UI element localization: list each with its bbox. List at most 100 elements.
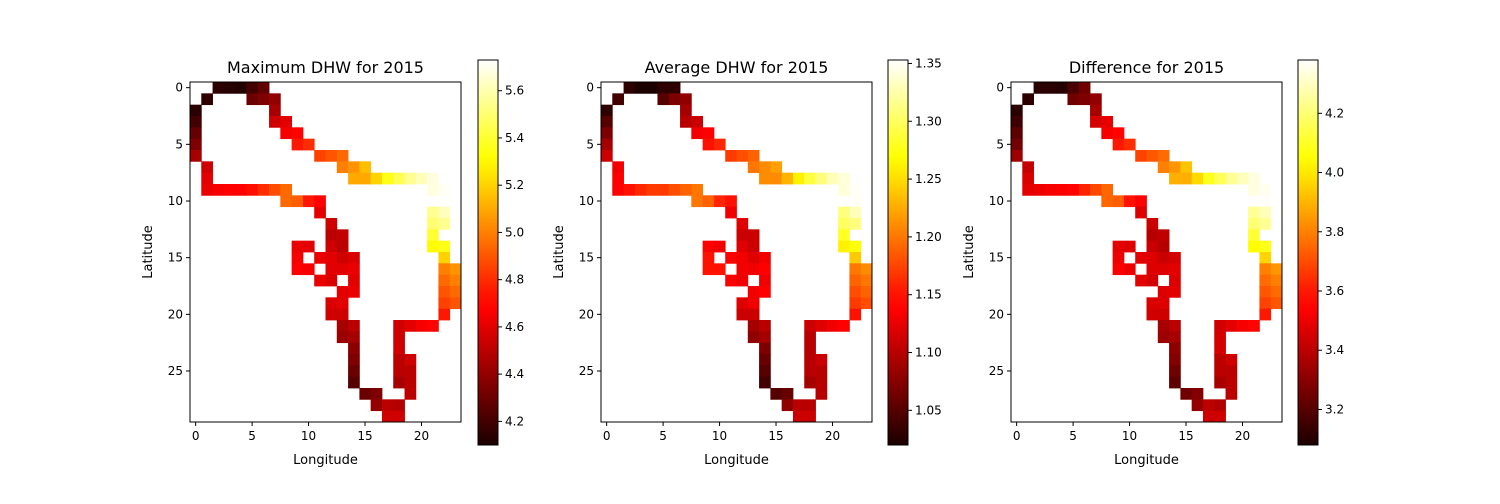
heatmap-cell bbox=[736, 240, 749, 253]
heatmap-cell bbox=[680, 93, 692, 106]
heatmap-cell bbox=[815, 354, 828, 366]
y-tick-label: 20 bbox=[989, 307, 1004, 321]
heatmap-cell bbox=[770, 388, 783, 400]
heatmap-cell bbox=[404, 172, 417, 185]
heatmap-cell bbox=[1022, 172, 1034, 185]
heatmap-cell bbox=[449, 297, 462, 310]
heatmap-cell bbox=[291, 240, 304, 253]
heatmap-cell bbox=[348, 376, 360, 389]
heatmap-cell bbox=[1101, 184, 1114, 196]
heatmap-cell bbox=[646, 82, 658, 94]
heatmap-cell bbox=[1146, 240, 1159, 253]
colorbar-tick-label: 5.4 bbox=[505, 131, 524, 145]
heatmap-cell bbox=[438, 252, 451, 264]
heatmap-cell bbox=[427, 320, 439, 332]
heatmap-cell bbox=[438, 286, 451, 298]
x-tick-label: 5 bbox=[248, 429, 256, 443]
y-tick-label: 5 bbox=[175, 137, 183, 151]
y-axis-label: Latitude bbox=[552, 225, 567, 279]
heatmap-cell bbox=[1248, 172, 1260, 185]
heatmap-cell bbox=[190, 127, 202, 140]
heatmap-cell bbox=[736, 229, 749, 242]
heatmap-cell bbox=[1157, 263, 1170, 276]
y-tick-label: 25 bbox=[989, 364, 1004, 378]
heatmap-cell bbox=[348, 354, 360, 366]
heatmap-cell bbox=[713, 138, 726, 151]
chart-title: Difference for 2015 bbox=[1069, 58, 1224, 77]
heatmap-cell bbox=[804, 320, 816, 332]
heatmap-cell bbox=[449, 286, 462, 298]
heatmap-cell bbox=[612, 161, 624, 174]
y-tick-label: 20 bbox=[579, 307, 594, 321]
heatmap-cell bbox=[415, 172, 428, 185]
colorbar-tick-label: 3.8 bbox=[1325, 225, 1344, 239]
heatmap-cell bbox=[1214, 399, 1226, 412]
heatmap-cell bbox=[359, 388, 372, 400]
heatmap-cell bbox=[826, 172, 839, 185]
heatmap-cell bbox=[336, 252, 349, 264]
heatmap-cell bbox=[438, 308, 451, 321]
heatmap-cell bbox=[759, 320, 771, 332]
heatmap-cell bbox=[826, 320, 839, 332]
y-tick-label: 10 bbox=[989, 194, 1004, 208]
heatmap-cell bbox=[838, 206, 850, 219]
heatmap-cell bbox=[747, 240, 760, 253]
colorbar-tick-label: 5.6 bbox=[505, 84, 524, 98]
heatmap-cell bbox=[849, 240, 862, 253]
heatmap-cell bbox=[804, 354, 816, 366]
heatmap-cell bbox=[1225, 320, 1238, 332]
x-tick-label: 10 bbox=[712, 429, 727, 443]
heatmap-cell bbox=[1146, 274, 1159, 287]
colorbar-tick-label: 1.20 bbox=[915, 230, 942, 244]
heatmap-cell bbox=[747, 320, 760, 332]
heatmap-cell bbox=[680, 184, 692, 196]
heatmap-cell bbox=[838, 172, 850, 185]
heatmap-cell bbox=[393, 399, 405, 412]
heatmap-cell bbox=[325, 229, 338, 242]
heatmap-cell bbox=[1169, 263, 1181, 276]
heatmap-cells bbox=[1011, 82, 1283, 423]
heatmap-cell bbox=[359, 161, 372, 174]
heatmap-cell bbox=[404, 354, 417, 366]
heatmap-cell bbox=[1022, 161, 1034, 174]
heatmap-cell bbox=[1214, 172, 1226, 185]
heatmap-cell bbox=[280, 184, 293, 196]
heatmap-cell bbox=[1112, 195, 1125, 208]
heatmap-cell bbox=[223, 82, 236, 94]
heatmap-cell bbox=[1236, 172, 1249, 185]
colorbar-tick-label: 5.0 bbox=[505, 225, 524, 239]
heatmap-cell bbox=[725, 150, 737, 162]
y-axis-label: Latitude bbox=[141, 225, 156, 279]
heatmap-cell bbox=[601, 104, 613, 117]
heatmap-cell bbox=[736, 252, 749, 264]
y-tick-label: 20 bbox=[168, 307, 183, 321]
colorbar-tick-label: 4.2 bbox=[1325, 106, 1344, 120]
heatmap-cell bbox=[815, 376, 828, 389]
heatmap-cell bbox=[1011, 127, 1023, 140]
heatmap-cell bbox=[1112, 127, 1125, 140]
heatmap-cell bbox=[370, 399, 383, 412]
heatmap-cell bbox=[438, 274, 451, 287]
heatmap-cell bbox=[1135, 252, 1147, 264]
heatmap-cell bbox=[1270, 274, 1283, 287]
heatmap-cell bbox=[223, 184, 236, 196]
heatmap-cell bbox=[770, 172, 783, 185]
heatmap-cell bbox=[404, 320, 417, 332]
x-tick-label: 20 bbox=[825, 429, 840, 443]
heatmap-cell bbox=[601, 150, 613, 162]
heatmap-cell bbox=[1022, 93, 1034, 106]
heatmap-panel-1: Maximum DHW for 2015 0 5 10 15 20 0 5 10 15 20 25 Lo… bbox=[141, 58, 524, 468]
heatmap-cell bbox=[1225, 365, 1238, 378]
heatmap-cell bbox=[291, 127, 304, 140]
heatmap-cell bbox=[680, 104, 692, 117]
heatmap-cell bbox=[1169, 365, 1181, 378]
heatmap-cell bbox=[781, 172, 794, 185]
y-tick-label: 15 bbox=[989, 251, 1004, 265]
heatmap-cell bbox=[359, 172, 372, 185]
heatmap-cell bbox=[291, 195, 304, 208]
heatmap-cells bbox=[601, 82, 873, 423]
heatmap-cell bbox=[759, 331, 771, 344]
heatmap-cell bbox=[1214, 354, 1226, 366]
heatmap-cell bbox=[601, 127, 613, 140]
heatmap-cell bbox=[725, 274, 737, 287]
